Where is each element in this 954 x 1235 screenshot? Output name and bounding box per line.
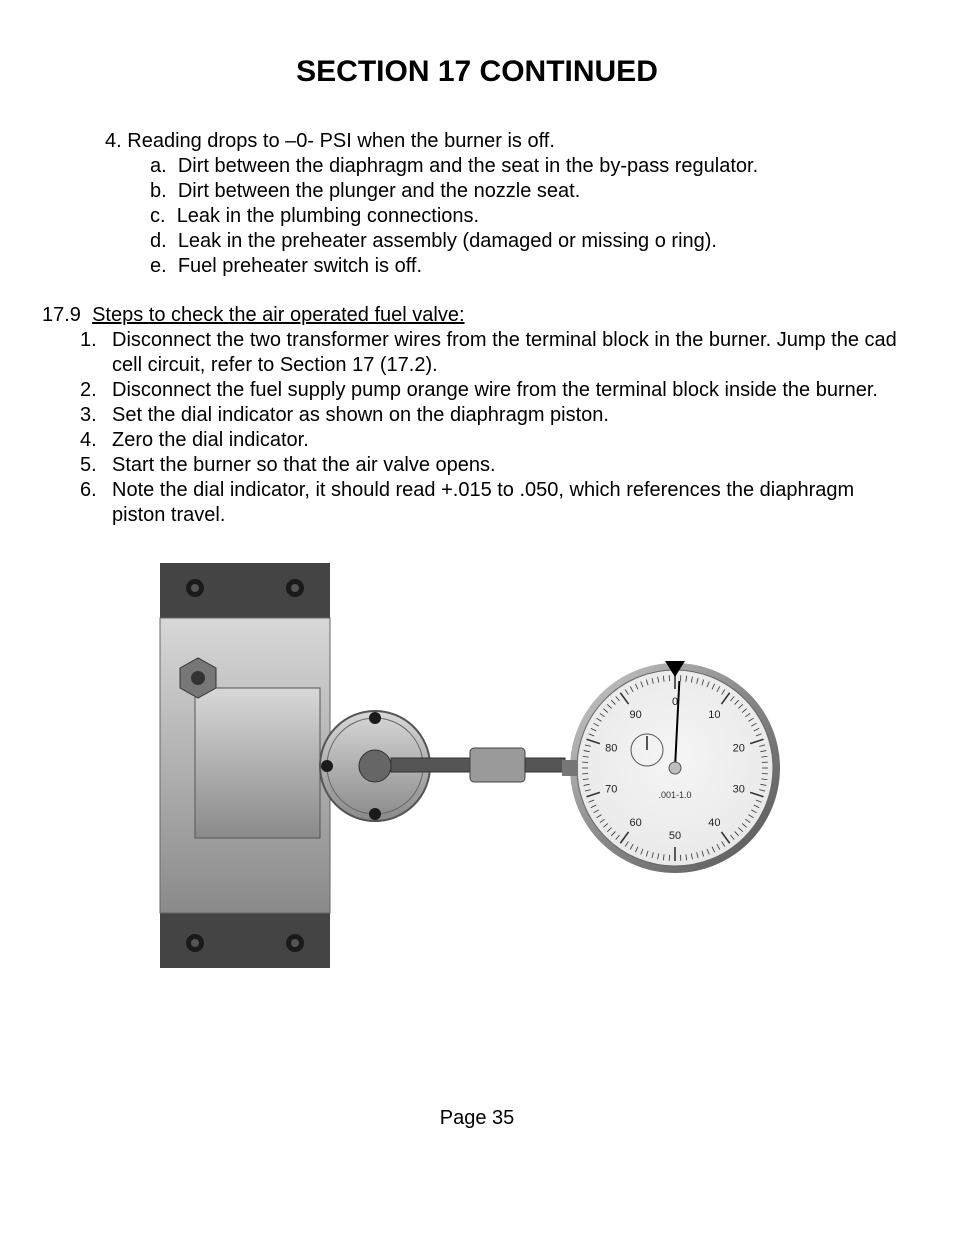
sublist-text: Dirt between the plunger and the nozzle …	[178, 180, 580, 202]
section-17-9-label: 17.9	[42, 304, 81, 326]
step-number: 5.	[80, 453, 112, 478]
sublist-text: Leak in the preheater assembly (damaged …	[178, 230, 717, 252]
sublist-label: d.	[150, 230, 167, 252]
svg-text:10: 10	[708, 709, 720, 721]
svg-text:20: 20	[733, 742, 745, 754]
step-text: Note the dial indicator, it should read …	[112, 478, 904, 528]
step-number: 1.	[80, 328, 112, 378]
section-title: SECTION 17 CONTINUED	[50, 55, 904, 89]
sublist-text: Fuel preheater switch is off.	[178, 255, 422, 277]
step-text: Set the dial indicator as shown on the d…	[112, 403, 904, 428]
body-text-block: 4. Reading drops to –0- PSI when the bur…	[50, 129, 904, 978]
step-row: 6.Note the dial indicator, it should rea…	[80, 478, 904, 528]
svg-text:40: 40	[708, 817, 720, 829]
step-number: 2.	[80, 378, 112, 403]
page-container: SECTION 17 CONTINUED 4. Reading drops to…	[0, 0, 954, 1235]
step-number: 3.	[80, 403, 112, 428]
sublist-label: c.	[150, 205, 166, 227]
sublist-text: Leak in the plumbing connections.	[177, 205, 479, 227]
sublist-row: b. Dirt between the plunger and the nozz…	[150, 179, 904, 204]
step-row: 2.Disconnect the fuel supply pump orange…	[80, 378, 904, 403]
section-17-9-heading: Steps to check the air operated fuel val…	[92, 304, 464, 326]
figure-dial-indicator: 0102030405060708090.001-1.0	[140, 558, 780, 978]
step-text: Disconnect the fuel supply pump orange w…	[112, 378, 904, 403]
sublist-row: a. Dirt between the diaphragm and the se…	[150, 154, 904, 179]
step-row: 1.Disconnect the two transformer wires f…	[80, 328, 904, 378]
sublist-row: e. Fuel preheater switch is off.	[150, 254, 904, 279]
figure-svg: 0102030405060708090.001-1.0	[140, 558, 780, 978]
steps-list: 1.Disconnect the two transformer wires f…	[80, 328, 904, 528]
sublist-row: c. Leak in the plumbing connections.	[150, 204, 904, 229]
step-number: 4.	[80, 428, 112, 453]
step-row: 5.Start the burner so that the air valve…	[80, 453, 904, 478]
list-item-4-text: Reading drops to –0- PSI when the burner…	[127, 130, 555, 152]
svg-text:.001-1.0: .001-1.0	[658, 790, 691, 800]
step-text: Zero the dial indicator.	[112, 428, 904, 453]
step-text: Start the burner so that the air valve o…	[112, 453, 904, 478]
svg-text:90: 90	[629, 709, 641, 721]
section-17-9: 17.9 Steps to check the air operated fue…	[50, 303, 904, 528]
sublist-label: b.	[150, 180, 167, 202]
step-row: 4.Zero the dial indicator.	[80, 428, 904, 453]
svg-text:80: 80	[605, 742, 617, 754]
sublist-label: e.	[150, 255, 167, 277]
sublist-text: Dirt between the diaphragm and the seat …	[178, 155, 758, 177]
sublist-row: d. Leak in the preheater assembly (damag…	[150, 229, 904, 254]
step-text: Disconnect the two transformer wires fro…	[112, 328, 904, 378]
svg-text:30: 30	[733, 784, 745, 796]
page-number: Page 35	[0, 1107, 954, 1130]
sublist-label: a.	[150, 155, 167, 177]
list-item-4: 4. Reading drops to –0- PSI when the bur…	[105, 129, 904, 154]
svg-text:50: 50	[669, 830, 681, 842]
svg-text:60: 60	[629, 817, 641, 829]
sublist-4: a. Dirt between the diaphragm and the se…	[150, 154, 904, 279]
step-row: 3.Set the dial indicator as shown on the…	[80, 403, 904, 428]
list-item-4-number: 4.	[105, 130, 122, 152]
svg-text:70: 70	[605, 784, 617, 796]
step-number: 6.	[80, 478, 112, 528]
